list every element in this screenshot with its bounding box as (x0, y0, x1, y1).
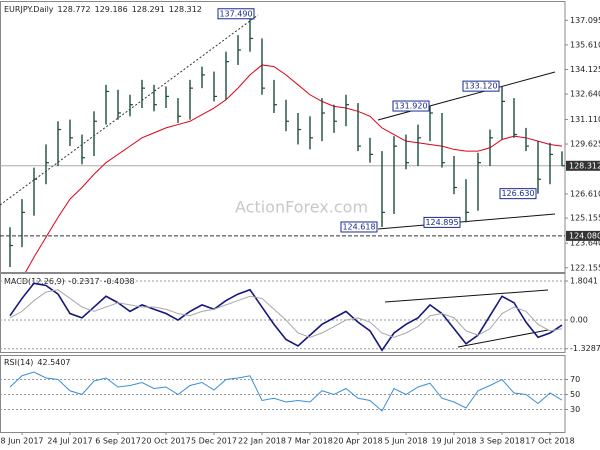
plot (0, 13, 565, 272)
title: EURJPY.Daily (4, 5, 54, 14)
y-tick-label: 137.095 (570, 16, 600, 25)
y-tick-label: 125.155 (570, 214, 600, 223)
y-tick-label: 1.8041 (570, 277, 598, 286)
macd-channel-line (384, 289, 549, 303)
price-panel (0, 1, 566, 273)
annotation-label: 124.618 (342, 222, 375, 231)
level-label: 124.080 (569, 231, 600, 240)
x-tick-label: 17 Oct 2018 (525, 437, 574, 446)
channel-line (377, 71, 556, 121)
y-tick-label: 135.610 (570, 40, 600, 49)
x-tick-label: 5 Jun 2018 (384, 437, 427, 446)
x-tick-label: 7 Mar 2018 (287, 437, 333, 446)
annotation-label: 131.920 (394, 102, 427, 111)
y-tick-label: 134.125 (570, 65, 600, 74)
plot (0, 280, 565, 352)
title: RSI(14) (4, 358, 33, 367)
plot (0, 371, 565, 412)
indicator-line (9, 371, 563, 412)
y-tick-label: 126.610 (570, 189, 600, 198)
annotation-box (340, 221, 378, 233)
annotation-box (392, 100, 430, 112)
y-tick-label: -1.3287 (570, 344, 600, 353)
annotation-label: 137.490 (219, 9, 252, 18)
annotation-label: 133.120 (464, 82, 497, 91)
price-header: EURJPY.Daily 128.772 129.186 128.291 128.312 (4, 5, 202, 14)
y-tick-label: 123.640 (570, 239, 600, 248)
y-tick-label: 122.155 (570, 263, 600, 272)
annotation-box (499, 188, 537, 200)
y-tick-label: 0.00 (570, 316, 588, 325)
header-value: 128.312 (169, 5, 202, 14)
y-tick-label: 131.110 (570, 115, 600, 124)
last-price-label: 128.312 (569, 161, 600, 170)
x-tick-label: 3 Sep 2018 (479, 437, 525, 446)
annotation-label: 126.630 (501, 189, 534, 198)
x-tick-label: 19 Jul 2018 (431, 437, 476, 446)
level-box (566, 230, 600, 241)
y-tick-label: 70 (570, 375, 580, 384)
x-tick-label: 24 Jul 2017 (47, 437, 92, 446)
header-value: 129.186 (95, 5, 128, 14)
title: MACD(12,26,9) (4, 277, 65, 286)
annotation-box (423, 216, 461, 228)
header-value: 128.772 (58, 5, 91, 14)
header-value: 128.291 (132, 5, 165, 14)
x-tick-label: 20 Apr 2018 (333, 437, 382, 446)
indicator-line (25, 64, 563, 272)
last-price-box (566, 160, 600, 171)
x-tick-label: 6 Sep 2017 (95, 437, 141, 446)
annotation-box (217, 8, 255, 20)
y-tick-label: 129.625 (570, 140, 600, 149)
rsi-header: RSI(14) 42.5407 (4, 358, 71, 367)
x-tick-label: 22 Jan 2018 (238, 437, 286, 446)
macd-channel-line (457, 329, 549, 348)
watermark: ActionForex.com (235, 198, 368, 217)
annotation-label: 124.895 (425, 218, 458, 227)
trend-line (0, 14, 259, 206)
x-tick-label: 8 Jun 2017 (0, 437, 43, 446)
y-tick-label: 50 (570, 390, 580, 399)
macd-panel (0, 273, 566, 353)
indicator-line (9, 289, 563, 338)
x-tick-label: 20 Oct 2017 (141, 437, 190, 446)
y-tick-label: 132.640 (570, 90, 600, 99)
annotation-box (462, 80, 500, 92)
x-tick-label: 5 Dec 2017 (191, 437, 237, 446)
header-value: 42.5407 (37, 358, 70, 367)
indicator-line (9, 282, 563, 352)
y-tick-label: 30 (570, 405, 580, 414)
header-value: -0.4038 (104, 277, 135, 286)
